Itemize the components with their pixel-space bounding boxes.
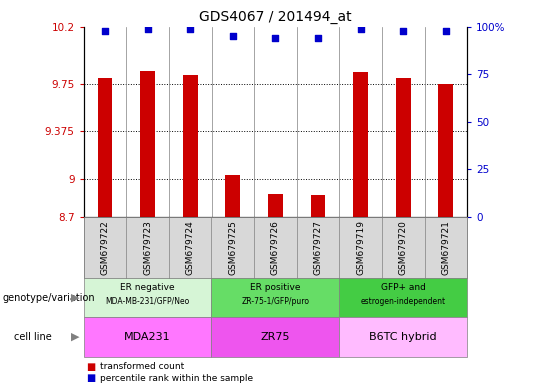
Bar (268, 194, 283, 217)
Point (143, 26, 152, 32)
Bar (353, 73, 368, 217)
Text: ■: ■ (86, 373, 96, 383)
Text: ZR-75-1/GFP/puro: ZR-75-1/GFP/puro (241, 297, 309, 306)
Text: MDA231: MDA231 (124, 332, 171, 342)
Point (314, 35, 322, 41)
Text: GSM679725: GSM679725 (228, 220, 237, 275)
Point (442, 28, 450, 34)
Text: genotype/variation: genotype/variation (3, 293, 96, 303)
Text: transformed count: transformed count (100, 362, 184, 371)
Point (228, 33, 237, 40)
Text: GSM679723: GSM679723 (143, 220, 152, 275)
Title: GDS4067 / 201494_at: GDS4067 / 201494_at (199, 10, 352, 25)
Bar (183, 75, 198, 217)
Point (100, 28, 109, 34)
Text: ER positive: ER positive (250, 283, 301, 293)
Text: GSM679721: GSM679721 (441, 220, 450, 275)
Bar (438, 84, 453, 217)
Text: GSM679724: GSM679724 (186, 220, 195, 275)
Bar (140, 71, 155, 217)
Text: ▶: ▶ (71, 293, 80, 303)
Text: GSM679727: GSM679727 (314, 220, 322, 275)
Bar (396, 78, 410, 217)
Point (186, 26, 194, 32)
Text: GSM679726: GSM679726 (271, 220, 280, 275)
Bar (98, 78, 112, 217)
Text: ▶: ▶ (71, 332, 80, 342)
Point (399, 28, 408, 34)
Text: ■: ■ (86, 362, 96, 372)
Bar (225, 175, 240, 217)
Text: GSM679719: GSM679719 (356, 220, 365, 275)
Text: cell line: cell line (14, 332, 51, 342)
Text: GSM679722: GSM679722 (100, 220, 110, 275)
Point (271, 35, 280, 41)
Text: ER negative: ER negative (120, 283, 175, 293)
Text: GFP+ and: GFP+ and (381, 283, 426, 293)
Text: ZR75: ZR75 (261, 332, 290, 342)
Text: B6TC hybrid: B6TC hybrid (369, 332, 437, 342)
Text: MDA-MB-231/GFP/Neo: MDA-MB-231/GFP/Neo (105, 297, 190, 306)
Point (356, 26, 365, 32)
Text: GSM679720: GSM679720 (399, 220, 408, 275)
Bar (310, 195, 326, 217)
Text: estrogen-independent: estrogen-independent (361, 297, 446, 306)
Text: percentile rank within the sample: percentile rank within the sample (100, 374, 253, 383)
